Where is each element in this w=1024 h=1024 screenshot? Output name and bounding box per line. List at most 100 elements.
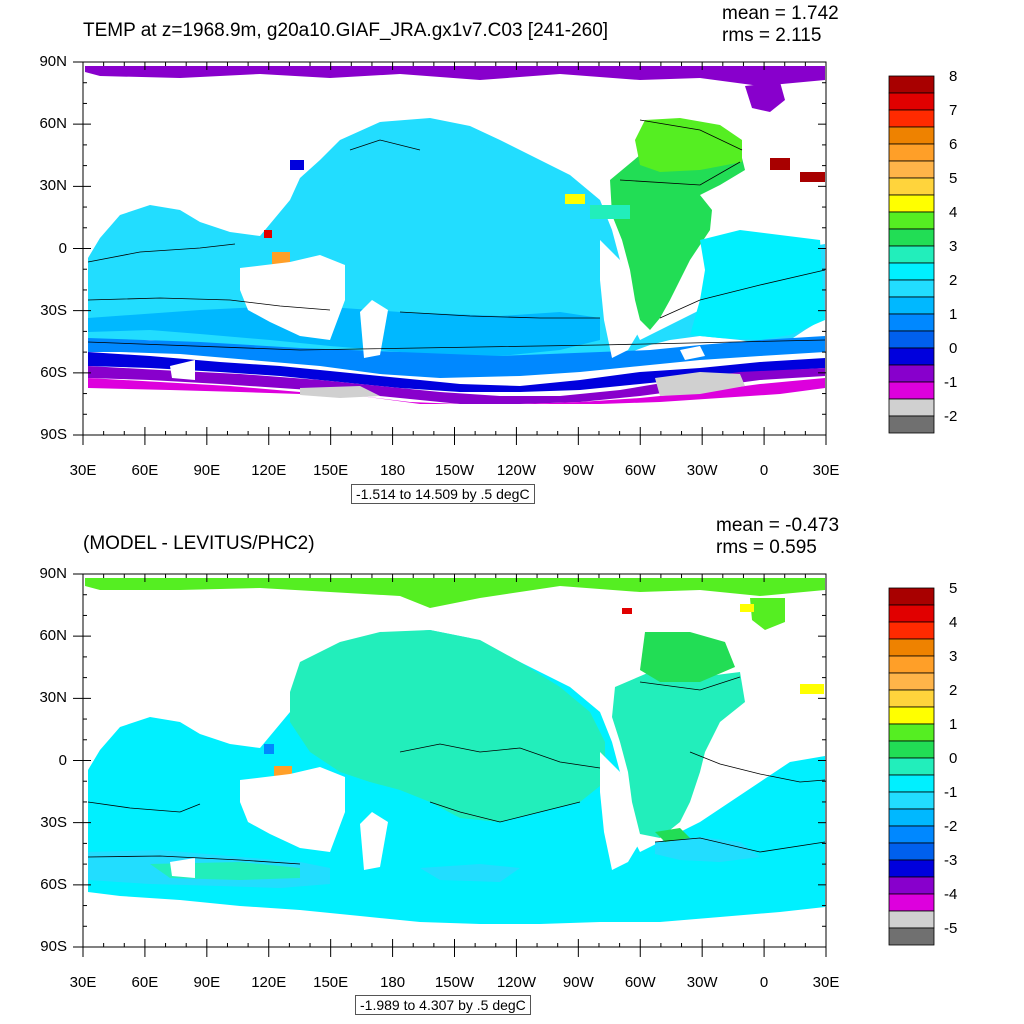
colorbar-swatch (888, 92, 935, 111)
latitude-label: 60N (39, 627, 67, 645)
colorbar-swatch (888, 109, 935, 128)
colorbar-swatch (888, 655, 935, 674)
colorbar-label: 1 (949, 306, 958, 323)
colorbar-swatch (888, 604, 935, 623)
axis-ticks (73, 573, 827, 957)
map-title: TEMP at z=1968.9m, g20a10.GIAF_JRA.gx1v7… (83, 20, 609, 41)
latitude-label: 60S (40, 363, 67, 381)
mean-value: mean = 1.742 (722, 3, 839, 24)
longitude-label: 30E (812, 462, 840, 479)
colorbar-swatch (888, 689, 935, 708)
longitude-label: 30E (69, 974, 97, 991)
colorbar-swatch (888, 211, 935, 230)
longitude-label: 0 (759, 462, 769, 479)
colorbar-swatch (888, 160, 935, 179)
longitude-label: 120E (251, 462, 287, 479)
stats-box: mean = -0.473 rms = 0.595 (716, 515, 839, 559)
longitude-label: 90E (193, 462, 221, 479)
colorbar-swatch (888, 621, 935, 640)
ocean-field (85, 578, 825, 924)
colorbar-swatch (888, 774, 935, 793)
contour-lines (87, 676, 826, 865)
longitude-label: 30W (686, 974, 718, 991)
colorbar-label: -4 (944, 886, 958, 903)
colorbar (888, 75, 935, 434)
colorbar-label: 6 (949, 136, 958, 153)
rms-value: rms = 0.595 (716, 537, 817, 558)
colorbar-swatch (888, 842, 935, 861)
longitude-label: 150E (313, 974, 349, 991)
colorbar-label: 3 (949, 648, 958, 665)
longitude-label: 60W (624, 974, 656, 991)
colorbar-swatch (888, 859, 935, 878)
latitude-label: 30N (39, 177, 67, 195)
colorbar-label: 5 (949, 170, 958, 187)
colorbar-swatch (888, 228, 935, 247)
latitude-label: 90N (39, 565, 67, 582)
latitude-label: 30S (40, 813, 67, 831)
colorbar-swatch (888, 364, 935, 383)
colorbar-swatch (888, 740, 935, 759)
longitude-label: 30E (69, 462, 97, 479)
colorbar-label: 7 (949, 102, 958, 119)
longitude-label: 60E (131, 462, 159, 479)
colorbar-swatch (888, 757, 935, 776)
colorbar-swatch (888, 638, 935, 657)
ocean-field (85, 66, 825, 404)
longitude-label: 60E (131, 974, 159, 991)
colorbar-swatch (888, 398, 935, 417)
colorbar-swatch (888, 825, 935, 844)
colorbar-swatch (888, 808, 935, 827)
contour-range-label: -1.989 to 4.307 by .5 degC (355, 995, 531, 1015)
colorbar-swatch (888, 910, 935, 929)
colorbar-label: 4 (949, 204, 958, 221)
longitude-label: 60W (624, 462, 656, 479)
colorbar-label: -1 (944, 784, 958, 801)
longitude-label: 150W (434, 974, 475, 991)
latitude-label: 90N (39, 53, 67, 70)
longitude-label: 90E (193, 974, 221, 991)
map-plot (73, 573, 827, 957)
longitude-label: 120E (251, 974, 287, 991)
colorbar-swatch (888, 313, 935, 332)
longitude-label: 150W (434, 462, 475, 479)
colorbar-label: 0 (949, 340, 958, 357)
latitude-label: 0 (58, 751, 67, 769)
map-plot (73, 61, 827, 445)
colorbar-label: -1 (944, 374, 958, 391)
colorbar-swatch (888, 126, 935, 145)
colorbar-swatch (888, 347, 935, 366)
colorbar-swatch (888, 706, 935, 725)
bottom-map-panel: (MODEL - LEVITUS/PHC2) mean = -0.473 rms… (0, 512, 1024, 1024)
colorbar-label: 2 (949, 682, 958, 699)
colorbar-swatch (888, 245, 935, 264)
axis-ticks (73, 61, 827, 445)
colorbar-swatch (888, 791, 935, 810)
colorbar-label: 4 (949, 614, 958, 631)
colorbar-swatch (888, 296, 935, 315)
colorbar-swatch (888, 330, 935, 349)
colorbar-swatch (888, 672, 935, 691)
longitude-label: 180 (380, 974, 406, 991)
longitude-label: 30E (812, 974, 840, 991)
latitude-label: 30N (39, 689, 67, 707)
rms-value: rms = 2.115 (722, 25, 822, 46)
latitude-label: 90S (40, 426, 67, 443)
stats-box: mean = 1.742 rms = 2.115 (722, 3, 839, 47)
colorbar-swatch (888, 194, 935, 213)
colorbar-label: 0 (949, 750, 958, 767)
colorbar-label: -2 (944, 408, 958, 425)
longitude-label: 120W (496, 462, 536, 479)
colorbar-label: -5 (944, 920, 958, 937)
latitude-label: 30S (40, 301, 67, 319)
longitude-label: 180 (380, 462, 406, 479)
colorbar-label: -2 (944, 818, 958, 835)
colorbar-label: 8 (949, 68, 958, 85)
colorbar-swatch (888, 262, 935, 281)
latitude-label: 60S (40, 875, 67, 893)
colorbar-swatch (888, 381, 935, 400)
longitude-label: 30W (686, 462, 718, 479)
mean-value: mean = -0.473 (716, 515, 840, 536)
colorbar-swatch (888, 143, 935, 162)
colorbar-swatch (888, 75, 935, 94)
